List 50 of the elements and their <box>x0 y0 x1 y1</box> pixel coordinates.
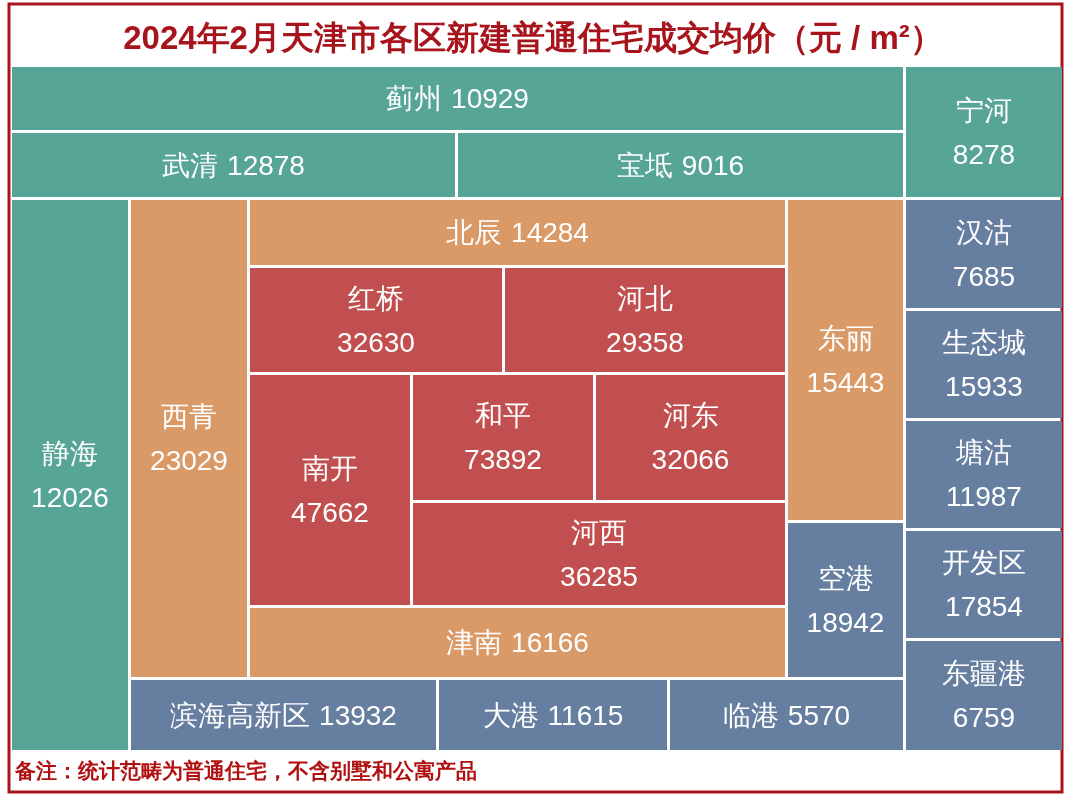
data-label: 8278 <box>952 138 1016 170</box>
data-label: 32066 <box>651 444 730 475</box>
category-label: 宁河 <box>956 94 1012 126</box>
category-label: 河北 <box>617 282 673 314</box>
data-label: 7685 <box>952 260 1016 292</box>
data-label: 23029 <box>150 445 228 476</box>
category-label: 东疆港 <box>942 658 1026 689</box>
category-label: 北辰 <box>446 217 503 248</box>
category-label: 蓟州 <box>386 83 443 114</box>
data-label: 73892 <box>464 444 542 475</box>
category-label: 宝坻 <box>616 149 673 181</box>
data-label: 11615 <box>547 699 624 731</box>
category-label: 东丽 <box>817 322 874 354</box>
category-label: 大港 <box>482 699 539 731</box>
data-label: 13932 <box>319 699 397 731</box>
category-label: 河西 <box>571 516 627 548</box>
data-label: 11987 <box>946 481 1022 512</box>
text: 2024年2月天津市各区新建普通住宅成交均价（元 / m²） <box>123 18 943 56</box>
data-label: 17854 <box>945 591 1023 622</box>
data-label: 9016 <box>681 149 745 181</box>
data-label: 32630 <box>337 326 415 358</box>
category-label: 静海 <box>42 437 98 469</box>
category-label: 开发区 <box>942 547 1026 578</box>
data-label: 12878 <box>227 149 305 181</box>
data-label: 15443 <box>806 366 885 398</box>
category-label: 塘沽 <box>955 437 1012 468</box>
category-label: 南开 <box>302 452 358 484</box>
category-label: 西青 <box>161 401 217 432</box>
category-label: 临港 <box>722 699 779 731</box>
data-label: 47662 <box>291 496 369 528</box>
category-label: 河东 <box>662 400 719 431</box>
category-label: 生态城 <box>942 327 1026 358</box>
data-label: 29358 <box>606 326 684 358</box>
data-label: 10929 <box>451 83 529 114</box>
data-label: 36285 <box>560 560 638 592</box>
data-label: 5570 <box>787 699 851 731</box>
data-label: 14284 <box>511 217 589 248</box>
category-label: 和平 <box>475 400 531 431</box>
category-label: 汉沽 <box>956 216 1012 248</box>
data-label: 18942 <box>806 606 885 638</box>
data-label: 16166 <box>511 627 589 658</box>
category-label: 红桥 <box>348 282 404 314</box>
category-label: 津南 <box>446 627 503 658</box>
category-label: 滨海高新区 <box>170 699 311 731</box>
category-label: 空港 <box>817 562 874 594</box>
data-label: 6759 <box>952 702 1016 733</box>
data-label: 15933 <box>945 371 1023 402</box>
text: 备注：统计范畴为普通住宅，不含别墅和公寓产品 <box>14 758 477 782</box>
category-label: 武清 <box>162 149 219 181</box>
data-label: 12026 <box>31 481 109 513</box>
